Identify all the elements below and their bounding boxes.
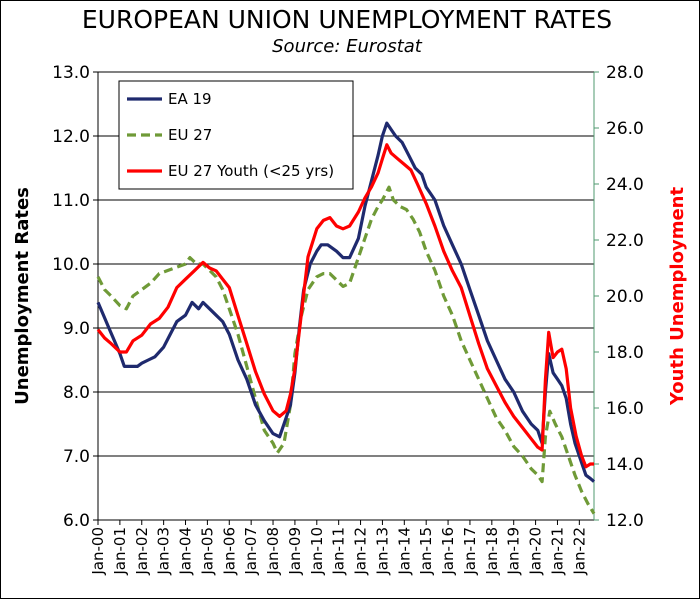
y-tick-label: 8.0 [63,383,90,403]
chart-subtitle: Source: Eurostat [272,36,423,57]
y2-tick-label: 26.0 [606,119,644,139]
y-tick-label: 10.0 [52,255,90,275]
y-tick-label: 7.0 [63,447,90,467]
series-line-ea-19 [96,121,596,483]
y2-tick-label: 24.0 [606,175,644,195]
x-tick-label: Jan-09 [286,527,304,576]
x-tick-label: Jan-05 [198,527,216,576]
legend-label: EU 27 [168,126,212,144]
x-tick-label: Jan-19 [505,527,523,576]
y2-tick-label: 14.0 [606,455,644,475]
x-tick-label: Jan-18 [483,527,501,576]
chart-title: EUROPEAN UNION UNEMPLOYMENT RATES [82,5,612,34]
y-tick-label: 12.0 [52,127,90,147]
y-tick-label: 6.0 [63,511,90,531]
x-tick-label: Jan-03 [155,527,173,576]
y2-tick-label: 20.0 [606,287,644,307]
y-tick-label: 9.0 [63,319,90,339]
series-line-eu-27-youth-25-yrs [96,143,594,469]
x-tick-label: Jan-07 [242,527,260,576]
y-tick-label: 11.0 [52,191,90,211]
x-tick-label: Jan-21 [548,527,566,576]
y-tick-label: 13.0 [52,63,90,83]
x-tick-label: Jan-06 [220,527,238,576]
x-tick-label: Jan-13 [373,527,391,576]
y2-tick-label: 12.0 [606,511,644,531]
y-axis-label: Unemployment Rates [12,187,33,405]
x-tick-label: Jan-20 [527,527,545,576]
x-tick-label: Jan-16 [439,527,457,576]
x-tick-label: Jan-17 [461,527,479,576]
legend: EA 19 EU 27 EU 27 Youth (<25 yrs) [118,80,354,190]
x-tick-label: Jan-22 [570,527,588,576]
y2-axis-label: Youth Unemployment [667,187,688,407]
legend-label: EU 27 Youth (<25 yrs) [168,162,334,180]
y2-tick-label: 18.0 [606,343,644,363]
series-line-eu-27 [96,185,596,515]
x-tick-label: Jan-04 [177,527,195,576]
x-tick-label: Jan-02 [133,527,151,576]
legend-label: EA 19 [168,90,212,108]
y2-tick-label: 16.0 [606,399,644,419]
x-tick-label: Jan-11 [330,527,348,576]
x-tick-label: Jan-08 [264,527,282,576]
y2-tick-label: 28.0 [606,63,644,83]
x-tick-label: Jan-14 [395,527,413,576]
x-tick-label: Jan-00 [89,527,107,576]
x-tick-label: Jan-10 [308,527,326,576]
y2-tick-label: 22.0 [606,231,644,251]
x-tick-label: Jan-12 [352,527,370,576]
x-tick-label: Jan-15 [417,527,435,576]
x-tick-label: Jan-01 [111,527,129,576]
